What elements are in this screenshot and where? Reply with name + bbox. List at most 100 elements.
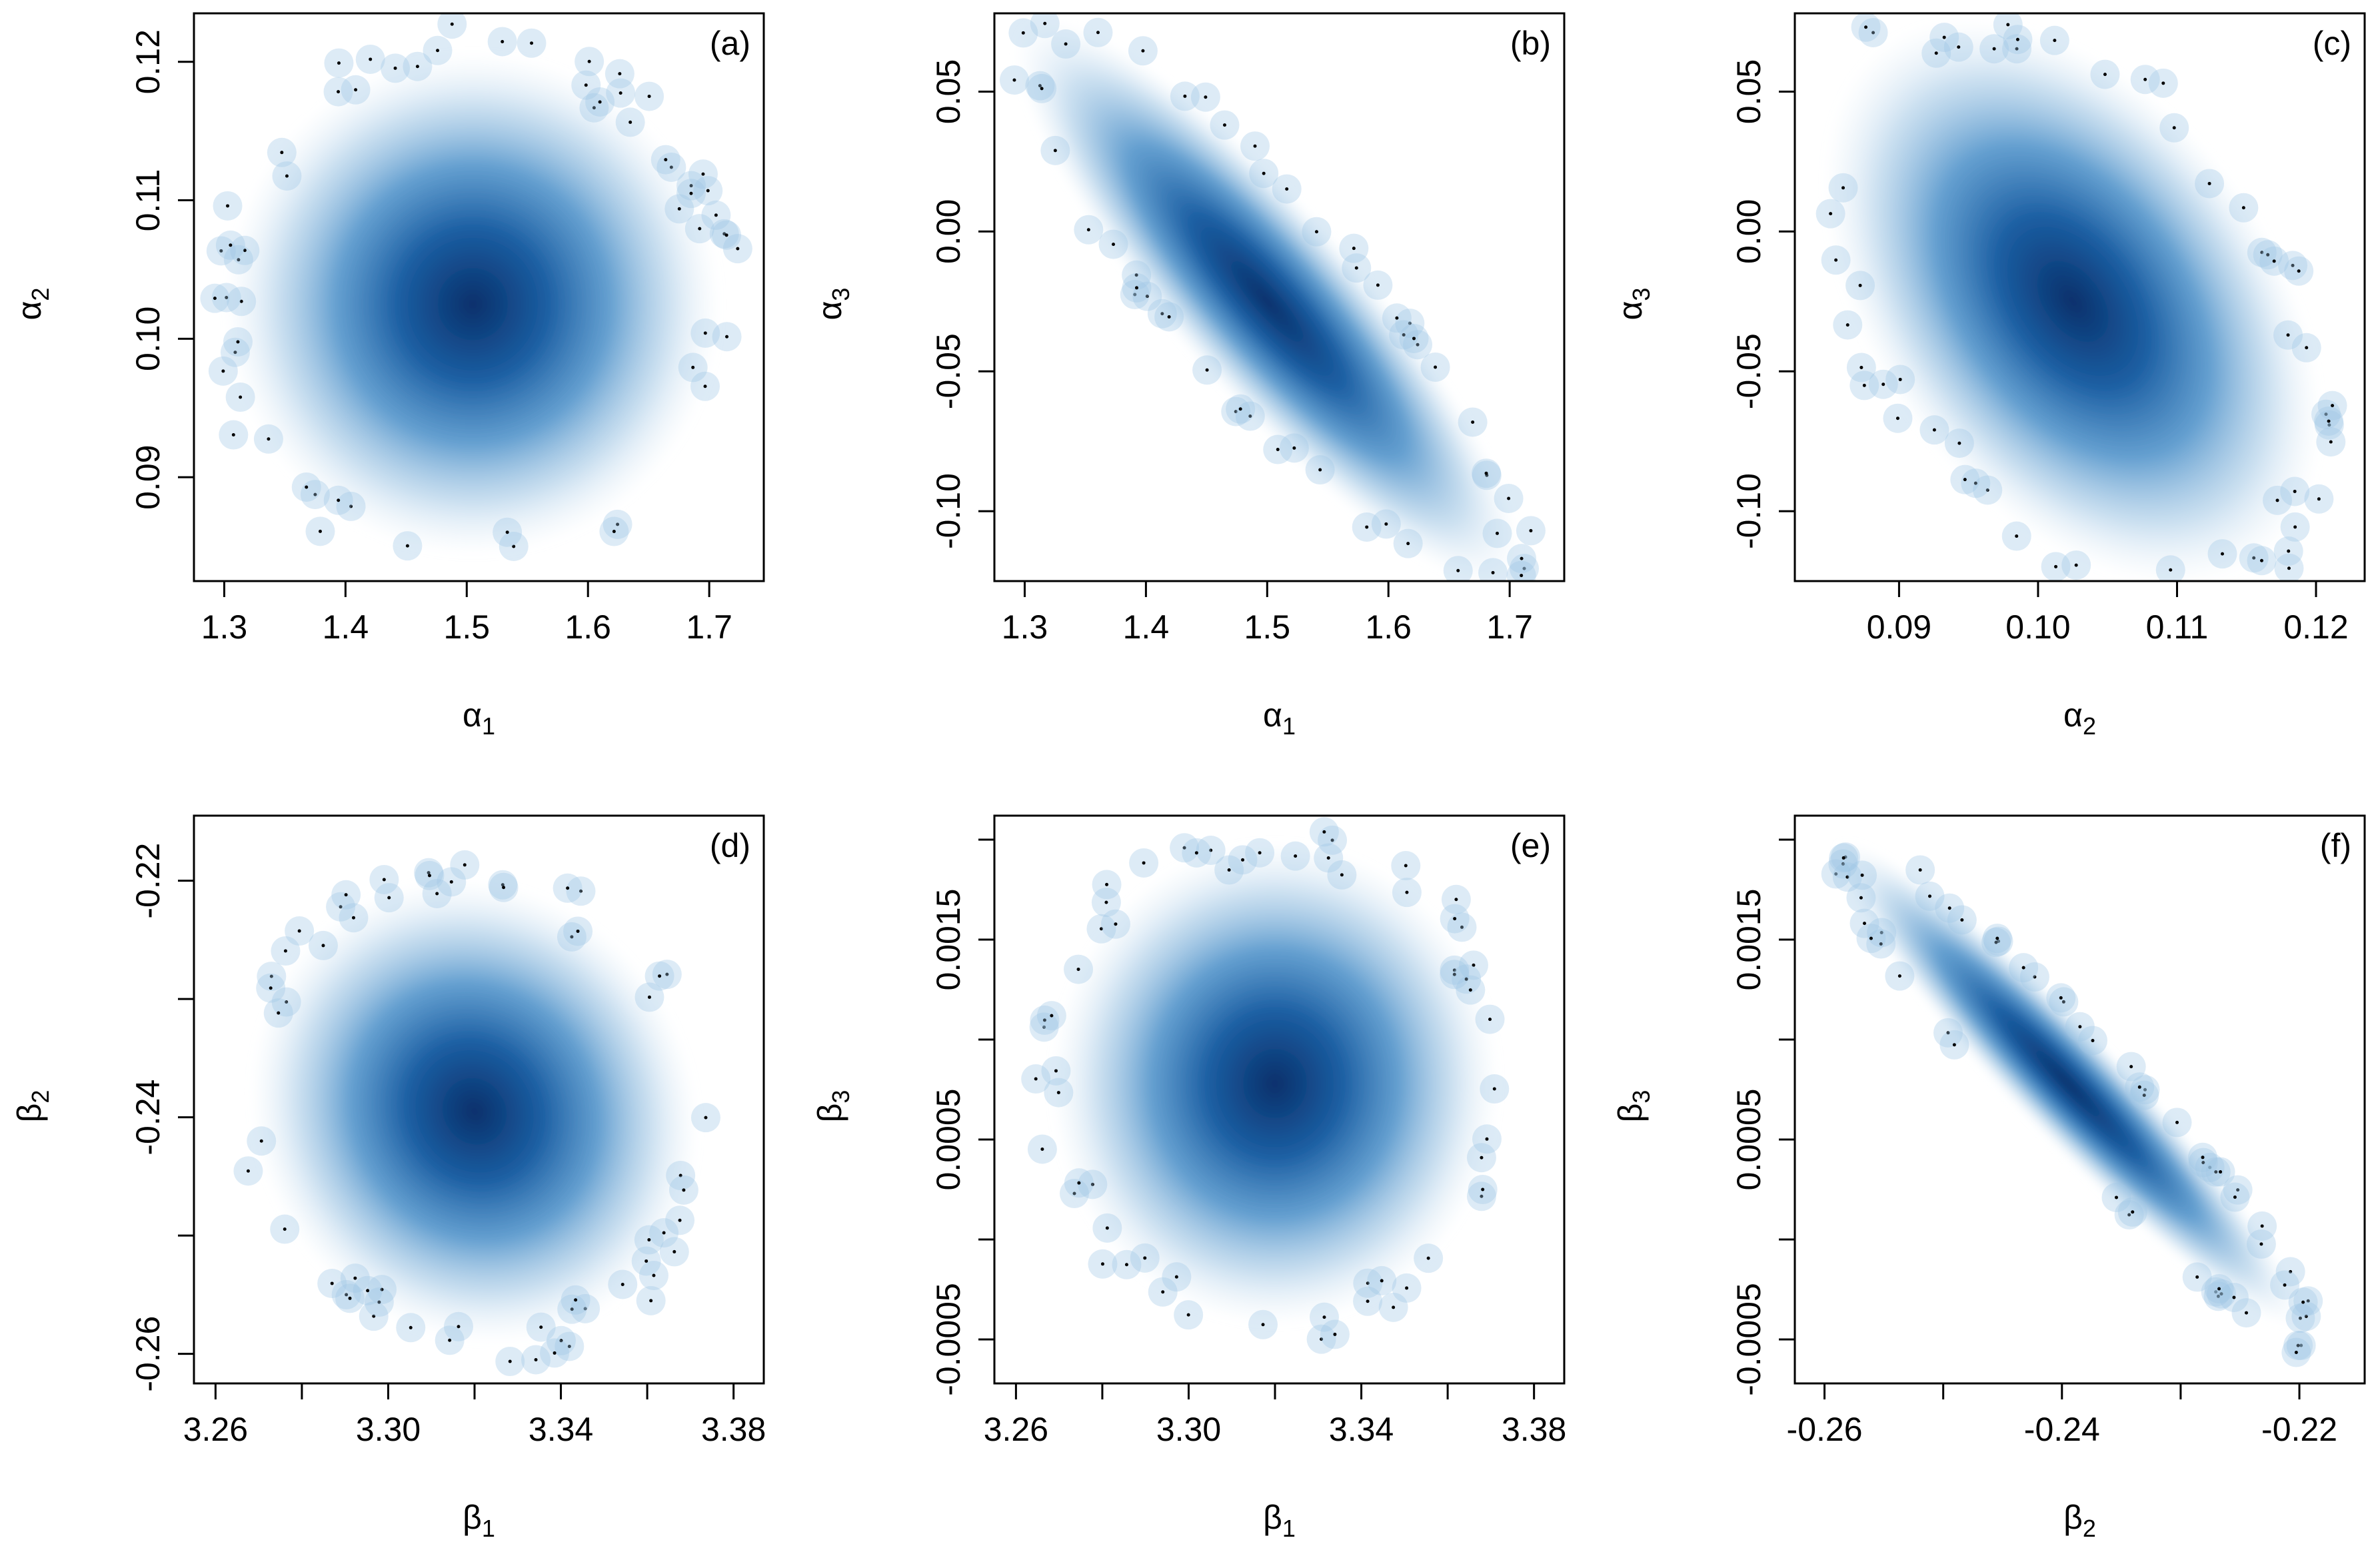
y-tick-label: 0.0015: [930, 889, 967, 991]
outlier-point: [1520, 574, 1524, 578]
outlier-point: [649, 1299, 653, 1303]
outlier-point: [677, 207, 681, 211]
outlier-point: [1056, 1091, 1060, 1095]
outlier-point: [427, 871, 431, 875]
y-tick-label: 0.0005: [930, 1089, 967, 1191]
outlier-point: [1495, 531, 1499, 535]
outlier-point: [269, 986, 273, 990]
outlier-point: [1294, 854, 1298, 858]
outlier-point: [612, 530, 616, 534]
outlier-point: [1507, 496, 1511, 500]
outlier-point: [1845, 323, 1849, 327]
outlier-point: [1405, 1286, 1409, 1290]
outlier-point: [337, 61, 341, 65]
outlier-point: [1380, 1279, 1384, 1283]
outlier-point: [587, 59, 591, 63]
x-tick-label: 3.26: [183, 1411, 248, 1448]
outlier-point: [2304, 1314, 2308, 1318]
outlier-point: [1860, 873, 1864, 877]
outlier-point: [1222, 123, 1226, 127]
outlier-point: [1174, 1275, 1178, 1279]
outlier-point: [2317, 497, 2321, 501]
outlier-point: [2327, 419, 2331, 423]
outlier-point: [1859, 896, 1863, 900]
outlier-point: [1834, 258, 1838, 262]
outlier-point: [2195, 1275, 2199, 1279]
outlier-point: [369, 57, 373, 61]
outlier-point: [280, 151, 284, 155]
outlier-point: [1134, 286, 1138, 290]
outlier-point: [2059, 996, 2063, 1000]
outlier-point: [592, 106, 596, 110]
outlier-point: [337, 90, 341, 94]
outlier-point: [1960, 918, 1964, 922]
outlier-point: [1408, 321, 1412, 325]
outlier-point: [1395, 316, 1399, 320]
outlier-point: [354, 88, 358, 92]
outlier-point: [647, 995, 651, 999]
outlier-point: [1879, 930, 1883, 934]
outlier-point: [1829, 212, 1833, 216]
panel-b: 1.3 1.4 1.5 1.6 1.7 -0.10 -0.05 0.00 0.05 (b) α1 α3: [811, 12, 1566, 740]
outlier-point: [1012, 78, 1016, 82]
outlier-point: [2114, 1195, 2118, 1199]
outlier-point: [318, 529, 322, 533]
outlier-point: [2306, 1299, 2310, 1303]
outlier-point: [2287, 549, 2291, 553]
outlier-point: [566, 886, 570, 890]
x-axis-title: α1: [463, 696, 495, 740]
outlier-point: [628, 120, 632, 124]
outlier-point: [321, 944, 325, 948]
outlier-point: [2078, 1025, 2082, 1029]
outlier-point: [345, 1293, 349, 1297]
y-axis-title: β3: [1612, 1090, 1655, 1123]
outlier-point: [1340, 873, 1344, 877]
outlier-point: [348, 1296, 352, 1300]
outlier-point: [1434, 365, 1438, 369]
outlier-point: [706, 189, 710, 193]
outlier-point: [652, 1273, 656, 1277]
outlier-point: [567, 1344, 571, 1348]
y-axis-title: β2: [11, 1090, 54, 1123]
outlier-point: [2289, 1269, 2293, 1273]
x-axis-title: β1: [463, 1499, 495, 1542]
outlier-point: [2283, 1283, 2287, 1287]
outlier-point: [2293, 525, 2297, 529]
outlier-point: [1452, 972, 1456, 976]
outlier-point: [1456, 568, 1460, 572]
outlier-point: [351, 916, 355, 920]
y-axis-title: α3: [811, 288, 854, 321]
outlier-point: [1322, 1315, 1326, 1319]
outlier-point: [1481, 1187, 1485, 1191]
outlier-point: [229, 243, 233, 247]
outlier-point: [665, 972, 669, 976]
outlier-point: [1276, 448, 1280, 452]
x-axis-title: α1: [1263, 696, 1296, 740]
x-tick-label: 0.11: [2146, 608, 2209, 646]
outlier-point: [405, 544, 409, 548]
outlier-point: [1238, 407, 1242, 411]
outlier-point: [2233, 1195, 2237, 1199]
outlier-point: [647, 1238, 651, 1242]
outlier-point: [2201, 1156, 2205, 1160]
outlier-point: [1145, 295, 1149, 299]
outlier-point: [2298, 1316, 2302, 1320]
outlier-point: [213, 297, 217, 301]
outlier-point: [1333, 1332, 1337, 1336]
outlier-point: [1134, 273, 1138, 277]
outlier-point: [1869, 936, 1873, 940]
outlier-point: [1096, 31, 1100, 35]
outlier-point: [618, 91, 622, 95]
outlier-point: [2214, 1290, 2218, 1294]
density-blob: [249, 878, 700, 1345]
outlier-point: [664, 158, 668, 162]
outlier-point: [1258, 851, 1262, 855]
outlier-point: [1404, 864, 1408, 868]
outlier-point: [678, 1218, 682, 1222]
outlier-point: [2033, 975, 2037, 979]
outlier-point: [512, 544, 516, 548]
outlier-point: [313, 492, 317, 496]
outlier-point: [2208, 1166, 2212, 1170]
outlier-point: [598, 100, 602, 104]
outlier-point: [1841, 862, 1845, 866]
